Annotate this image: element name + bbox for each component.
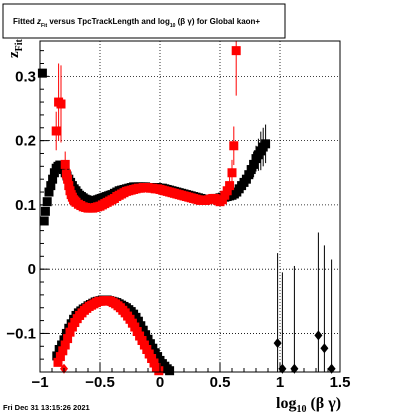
data-point bbox=[44, 187, 54, 197]
data-point bbox=[40, 206, 50, 216]
title-box bbox=[2, 3, 286, 39]
y-tick-label: 0.2 bbox=[15, 133, 36, 150]
data-point bbox=[64, 181, 74, 191]
data-point bbox=[65, 327, 75, 337]
data-point-diamond bbox=[327, 363, 336, 374]
x-tick-label: 1.5 bbox=[330, 374, 351, 391]
title-z-sub: Fit bbox=[41, 23, 47, 29]
plot-frame bbox=[39, 40, 341, 373]
x-tick-label: −0.5 bbox=[85, 374, 115, 391]
data-point bbox=[53, 357, 63, 367]
data-point bbox=[51, 126, 61, 136]
y-tick-label: 0.3 bbox=[15, 68, 36, 85]
data-point bbox=[222, 186, 232, 196]
timestamp: Fri Dec 31 13:15:26 2021 bbox=[3, 403, 90, 412]
title-log-sub: 10 bbox=[170, 23, 176, 29]
chart-title: Fitted zFit versus TpcTrackLength and lo… bbox=[2, 3, 286, 39]
data-point bbox=[42, 197, 52, 207]
data-point bbox=[261, 139, 271, 149]
x-axis-title: log10 (β γ) bbox=[276, 395, 341, 414]
data-point bbox=[244, 170, 254, 180]
y-tick-label: 0.1 bbox=[15, 197, 36, 214]
title-prefix: Fitted bbox=[13, 17, 35, 26]
data-point-diamond bbox=[314, 330, 323, 341]
title-z: z bbox=[36, 17, 41, 26]
axes: −1 −0.5 0 0.5 1 1.5 −0.1 0 0.1 0.2 0.3 bbox=[6, 40, 351, 391]
data-point bbox=[46, 181, 56, 191]
x-tick-label: 0.5 bbox=[210, 374, 231, 391]
data-point bbox=[154, 366, 164, 376]
data-point-diamond bbox=[273, 338, 282, 349]
data-point-diamond bbox=[320, 343, 329, 354]
data-point bbox=[165, 366, 175, 376]
data-point bbox=[61, 169, 71, 179]
x-tick-label: −1 bbox=[31, 374, 48, 391]
data-point bbox=[249, 159, 259, 169]
data-point bbox=[60, 159, 70, 169]
data-point bbox=[37, 68, 47, 78]
y-axis-title: zFit bbox=[6, 38, 25, 58]
data-point bbox=[39, 216, 49, 226]
data-point bbox=[63, 334, 73, 344]
data-point bbox=[231, 46, 241, 56]
data-point-diamond bbox=[57, 347, 66, 358]
x-tick-label: 1 bbox=[276, 374, 284, 391]
x-tick-label: 0 bbox=[156, 374, 164, 391]
title-tail: (β γ) for Global kaon+ bbox=[178, 17, 261, 26]
data-point bbox=[55, 352, 65, 362]
data-point bbox=[227, 168, 237, 178]
data-markers bbox=[37, 41, 336, 376]
title-text: Fitted zFit versus TpcTrackLength and lo… bbox=[13, 17, 260, 29]
data-point bbox=[56, 99, 66, 109]
data-point bbox=[48, 174, 58, 184]
data-point bbox=[63, 174, 73, 184]
title-mid: versus TpcTrackLength and log bbox=[49, 17, 170, 26]
y-tick-label: −0.1 bbox=[6, 325, 36, 342]
data-point bbox=[229, 141, 239, 151]
y-tick-label: 0 bbox=[28, 261, 36, 278]
data-point bbox=[225, 181, 235, 191]
data-point bbox=[60, 340, 70, 350]
data-point bbox=[246, 165, 256, 175]
